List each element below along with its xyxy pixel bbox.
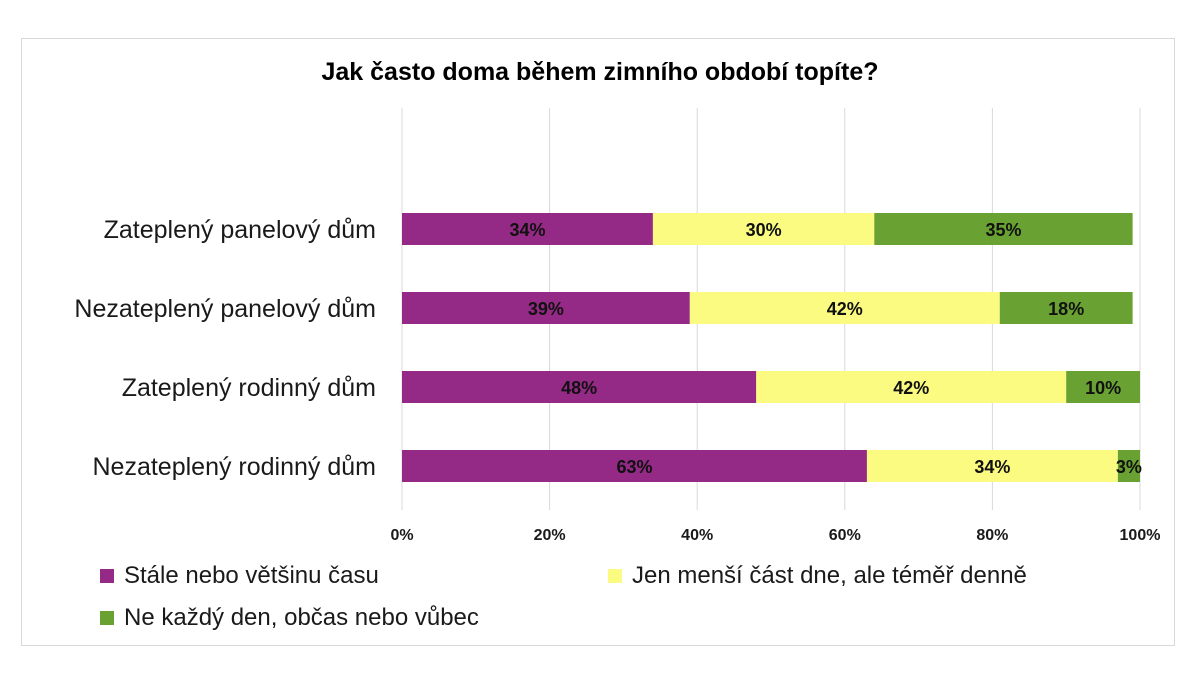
bar-segment bbox=[756, 371, 1067, 403]
bar-segment bbox=[1066, 371, 1140, 403]
chart-title: Jak často doma během zimního období topí… bbox=[321, 58, 879, 86]
category-label: Nezateplený rodinný dům bbox=[93, 453, 377, 481]
data-label: 63% bbox=[616, 457, 652, 477]
x-axis-ticks: 0% 20% 40% 60% 80% 100% bbox=[390, 527, 1160, 544]
x-tick-label: 20% bbox=[534, 527, 566, 544]
x-tick-label: 40% bbox=[681, 527, 713, 544]
category-label: Zateplený panelový dům bbox=[104, 216, 376, 244]
data-label: 35% bbox=[985, 220, 1021, 240]
data-label: 34% bbox=[509, 220, 545, 240]
x-tick-label: 60% bbox=[829, 527, 861, 544]
legend-item: Jen menší část dne, ale téměř denně bbox=[608, 562, 1027, 590]
bar-segment bbox=[402, 213, 653, 245]
data-label: 18% bbox=[1048, 299, 1084, 319]
legend-swatch bbox=[608, 569, 622, 583]
x-tick-label: 0% bbox=[390, 527, 413, 544]
x-tick-label: 80% bbox=[976, 527, 1008, 544]
data-label: 48% bbox=[561, 378, 597, 398]
data-label: 42% bbox=[827, 299, 863, 319]
bar-segment bbox=[402, 450, 867, 482]
data-label: 3% bbox=[1116, 457, 1142, 477]
bar-segment bbox=[652, 213, 875, 245]
data-label: 34% bbox=[974, 457, 1010, 477]
legend-item: Ne každý den, občas nebo vůbec bbox=[100, 604, 479, 632]
bar-segment bbox=[1117, 450, 1140, 482]
bar-segment bbox=[402, 292, 690, 324]
category-labels: Zateplený panelový dům Nezateplený panelo… bbox=[74, 216, 376, 481]
bar-segment bbox=[999, 292, 1133, 324]
bar-segment bbox=[402, 371, 757, 403]
legend-label: Jen menší část dne, ale téměř denně bbox=[632, 562, 1027, 589]
bar-group: 34% 30% 35% 39% 42% 18% 48% 42% 10% 63% 34% 3% bbox=[402, 213, 1142, 482]
chart-frame bbox=[21, 38, 1175, 646]
x-tick-label: 100% bbox=[1120, 527, 1161, 544]
data-label: 30% bbox=[746, 220, 782, 240]
bar-segment bbox=[689, 292, 1000, 324]
legend-label: Ne každý den, občas nebo vůbec bbox=[124, 604, 479, 631]
bar-segment bbox=[866, 450, 1118, 482]
bar-segment bbox=[874, 213, 1133, 245]
legend-swatch bbox=[100, 611, 114, 625]
legend-label: Stále nebo většinu času bbox=[124, 562, 379, 589]
data-label: 10% bbox=[1085, 378, 1121, 398]
category-label: Nezateplený panelový dům bbox=[74, 295, 376, 323]
data-label: 39% bbox=[528, 299, 564, 319]
legend-swatch bbox=[100, 569, 114, 583]
category-label: Zateplený rodinný dům bbox=[122, 374, 376, 402]
legend-item: Stále nebo většinu času bbox=[100, 562, 379, 590]
data-label: 42% bbox=[893, 378, 929, 398]
